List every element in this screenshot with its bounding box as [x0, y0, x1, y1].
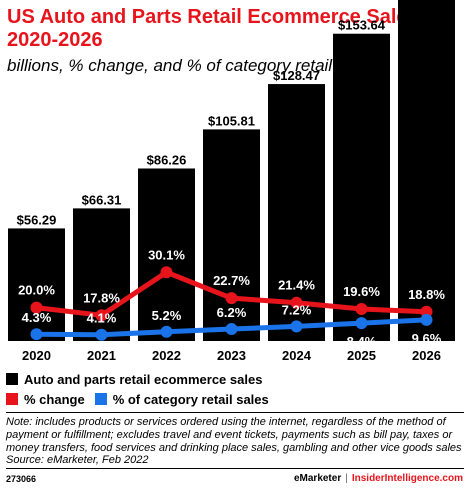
pct-share-point: [95, 328, 108, 341]
pct-change-point: [290, 296, 303, 309]
pct-change-label: 17.8%: [83, 290, 120, 305]
brand-separator: |: [345, 473, 348, 484]
pct-change-label: 22.7%: [213, 273, 250, 288]
pct-share-label: 4.1%: [87, 311, 117, 326]
pct-change-label: 19.6%: [343, 284, 380, 299]
pct-share-point: [225, 323, 238, 336]
x-tick-label: 2024: [282, 348, 312, 363]
x-tick-label: 2025: [347, 348, 376, 363]
pct-share-label: 5.2%: [152, 308, 182, 323]
pct-change-point: [30, 301, 43, 314]
bar-2023: [203, 129, 260, 341]
pct-change-point: [160, 266, 173, 279]
source-text: Source: eMarketer, Feb 2022: [6, 454, 149, 467]
pct-share-label: 8.4%: [347, 334, 377, 349]
brand-emarketer: eMarketer: [293, 473, 342, 484]
chart-note: Note: includes products or services orde…: [6, 416, 468, 467]
legend-row-2: % change % of category retail sales: [6, 392, 269, 408]
legend-swatch-sales: [6, 373, 18, 385]
footer-brand: eMarketer | InsiderIntelligence.com: [294, 473, 463, 484]
bar-value-label: $86.26: [147, 152, 187, 167]
x-tick-label: 2023: [217, 348, 246, 363]
pct-change-label: 21.4%: [278, 278, 315, 293]
legend-label-sales: Auto and parts retail ecommerce sales: [24, 372, 263, 387]
bar-2026: [398, 0, 455, 341]
pct-change-point: [355, 303, 368, 315]
bar-value-label: $56.29: [17, 212, 57, 227]
pct-change-label: 30.1%: [148, 247, 185, 262]
x-tick-label: 2020: [22, 348, 51, 363]
x-tick-label: 2026: [412, 348, 441, 363]
legend-label-change: % change: [24, 392, 85, 407]
x-tick-label: 2021: [87, 348, 116, 363]
pct-share-label: 7.2%: [282, 302, 312, 317]
legend-swatch-share: [94, 393, 107, 405]
pct-share-point: [30, 328, 43, 341]
bar-value-label: $153.64: [338, 18, 386, 33]
bar-value-label: $105.81: [208, 113, 255, 128]
pct-share-point: [160, 325, 173, 338]
chart-title: US Auto and Parts Retail Ecommerce Sales…: [7, 6, 425, 51]
pct-share-label: 9.6%: [412, 331, 442, 346]
pct-share-point: [290, 320, 303, 333]
pct-share-point: [355, 317, 368, 330]
pct-change-point: [225, 292, 238, 305]
pct-share-label: 4.3%: [22, 310, 52, 325]
pct-change-label: 20.0%: [18, 283, 55, 298]
bar-2020: [8, 228, 65, 341]
combo-chart: $56.29$66.31$86.26$105.81$128.47$153.64$…: [8, 0, 455, 363]
pct-change-label: 18.8%: [408, 287, 445, 302]
bar-value-label: $128.47: [273, 68, 320, 83]
pct-share-point: [420, 313, 433, 326]
chart-subtitle: billions, % change, and % of category re…: [7, 56, 377, 75]
bar-value-label: $66.31: [82, 192, 122, 207]
x-tick-label: 2022: [152, 348, 181, 363]
bar-2025: [333, 33, 390, 341]
legend-label-share: % of category retail sales: [112, 392, 269, 407]
footer-divider: [6, 468, 464, 469]
pct-change-point: [95, 309, 108, 322]
note-divider: [6, 412, 464, 413]
bar-2022: [138, 168, 195, 341]
note-text: Note: includes products or services orde…: [6, 416, 462, 454]
pct-share-label: 6.2%: [217, 305, 247, 320]
legend-row-1: Auto and parts retail ecommerce sales: [6, 372, 262, 388]
brand-insider-intelligence: InsiderIntelligence.com: [351, 473, 463, 484]
legend-swatch-change: [6, 393, 18, 405]
chart-id: 273066: [6, 474, 37, 484]
